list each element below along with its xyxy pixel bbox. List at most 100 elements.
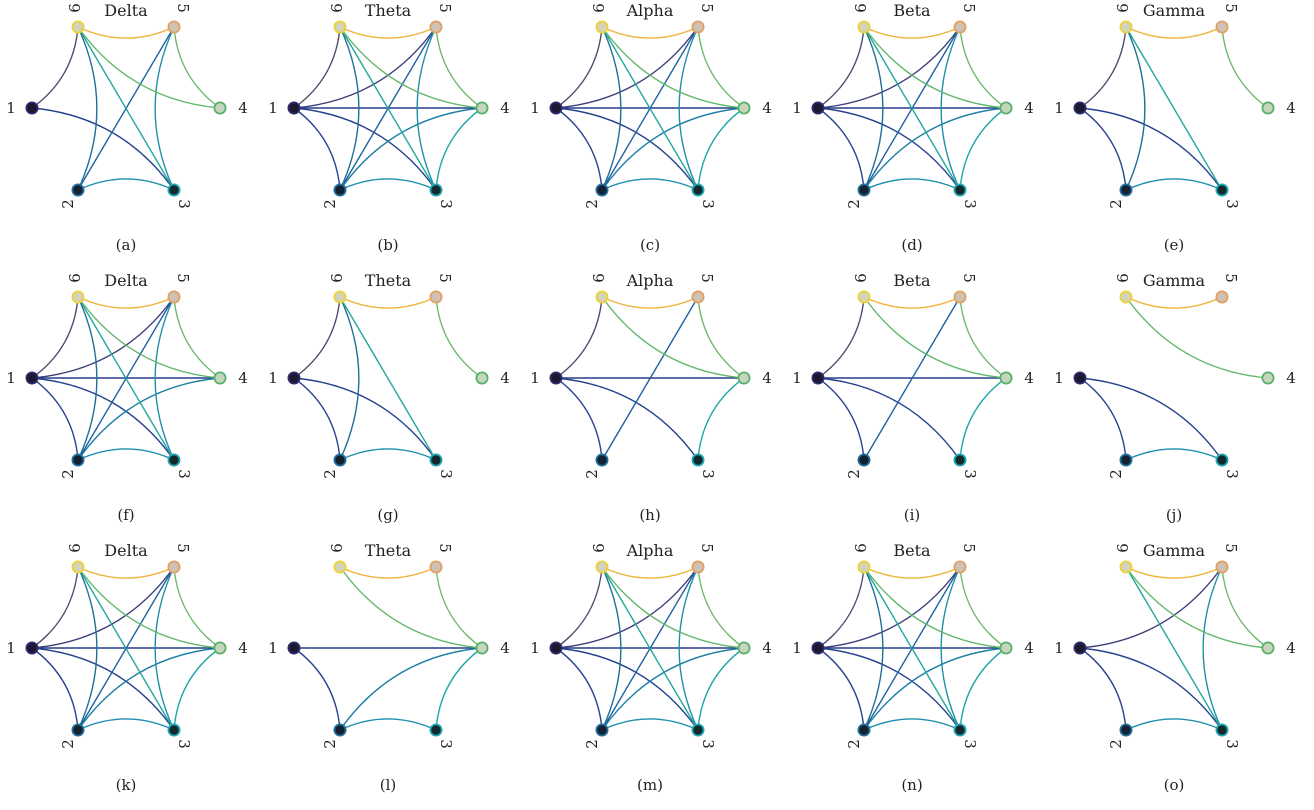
node-1 [811, 101, 825, 115]
node-6 [333, 560, 347, 574]
node-4 [1261, 641, 1275, 655]
node-label-6: 6 [590, 3, 608, 13]
edge-2-4 [601, 107, 745, 191]
edge-1-6 [31, 26, 79, 109]
node-4 [999, 101, 1013, 115]
node-4 [213, 101, 227, 115]
node-label-6: 6 [1114, 273, 1132, 283]
node-1 [287, 371, 301, 385]
node-3 [167, 183, 181, 197]
edge-5-6 [77, 26, 175, 39]
edge-4-5 [173, 566, 221, 649]
edge-1-6 [293, 26, 341, 109]
edge-2-6 [1125, 26, 1146, 191]
panel-caption: (h) [639, 506, 660, 524]
node-5 [429, 290, 443, 304]
node-label-1: 1 [530, 639, 540, 657]
edge-5-6 [1125, 566, 1223, 579]
node-4 [999, 371, 1013, 385]
edge-4-5 [697, 296, 745, 379]
node-label-6: 6 [328, 273, 346, 283]
node-label-5: 5 [960, 3, 978, 13]
node-label-3: 3 [437, 199, 455, 209]
edge-4-5 [173, 296, 221, 379]
node-3 [429, 453, 443, 467]
node-label-5: 5 [1222, 3, 1240, 13]
node-label-1: 1 [6, 99, 16, 117]
node-6 [71, 560, 85, 574]
node-3 [691, 723, 705, 737]
panel-caption: (l) [380, 776, 397, 794]
node-3 [691, 183, 705, 197]
node-label-5: 5 [436, 273, 454, 283]
node-5 [429, 560, 443, 574]
edge-2-3 [1125, 178, 1223, 191]
node-3 [953, 453, 967, 467]
node-3 [167, 453, 181, 467]
edge-3-5 [940, 566, 961, 731]
node-label-1: 1 [792, 639, 802, 657]
panel-caption: (k) [116, 776, 137, 794]
edge-4-5 [959, 566, 1007, 649]
node-6 [857, 20, 871, 34]
node-6 [333, 20, 347, 34]
panel-edges [817, 296, 1007, 461]
node-6 [333, 290, 347, 304]
edge-2-3 [77, 178, 175, 191]
edge-1-2 [817, 377, 865, 461]
edge-5-6 [863, 296, 961, 309]
panel-j: 1 2 3 4 5 6 Gamma (j) [1054, 271, 1296, 524]
node-label-2: 2 [845, 199, 863, 209]
node-5 [1215, 560, 1229, 574]
node-2 [333, 723, 347, 737]
node-label-3: 3 [699, 739, 717, 749]
node-6 [857, 560, 871, 574]
edge-3-4 [959, 647, 1007, 731]
node-label-6: 6 [1114, 543, 1132, 553]
panel-caption: (d) [901, 236, 922, 254]
edge-2-6 [601, 26, 622, 191]
node-label-3: 3 [175, 199, 193, 209]
edge-3-6 [77, 566, 175, 731]
node-4 [475, 641, 489, 655]
edge-2-3 [77, 718, 175, 731]
edge-2-4 [339, 647, 483, 731]
node-label-2: 2 [1107, 469, 1125, 479]
edge-5-6 [863, 566, 961, 579]
node-label-6: 6 [590, 273, 608, 283]
node-3 [691, 453, 705, 467]
node-4 [1261, 101, 1275, 115]
node-label-1: 1 [530, 369, 540, 387]
edge-2-4 [863, 107, 1007, 191]
node-label-3: 3 [175, 469, 193, 479]
node-2 [857, 453, 871, 467]
edge-5-6 [339, 26, 437, 39]
node-label-3: 3 [1223, 469, 1241, 479]
panel-caption: (b) [377, 236, 398, 254]
edge-1-3 [1079, 107, 1223, 191]
node-1 [25, 101, 39, 115]
node-3 [1215, 723, 1229, 737]
edge-4-6 [601, 26, 745, 109]
panel-caption: (j) [1166, 506, 1182, 524]
edge-2-6 [863, 566, 884, 731]
edge-5-6 [601, 566, 699, 579]
edge-4-6 [339, 566, 483, 649]
edge-1-2 [293, 377, 341, 461]
node-label-2: 2 [845, 469, 863, 479]
panel-title: Alpha [626, 271, 674, 290]
edge-1-2 [555, 647, 603, 731]
panel-l: 1 2 3 4 5 6 Theta (l) [268, 541, 510, 794]
edge-1-5 [293, 26, 437, 109]
edge-2-5 [601, 296, 699, 461]
panel-edges [1079, 296, 1269, 461]
panel-e: 1 2 3 4 5 6 Gamma (e) [1054, 1, 1296, 254]
panel-n: 1 2 3 4 5 6 Beta (n) [792, 541, 1034, 794]
panel-g: 1 2 3 4 5 6 Theta (g) [268, 271, 510, 524]
node-2 [857, 183, 871, 197]
edge-1-6 [555, 26, 603, 109]
edge-4-6 [77, 566, 221, 649]
edge-1-3 [555, 107, 699, 191]
node-6 [1119, 290, 1133, 304]
node-label-6: 6 [852, 543, 870, 553]
